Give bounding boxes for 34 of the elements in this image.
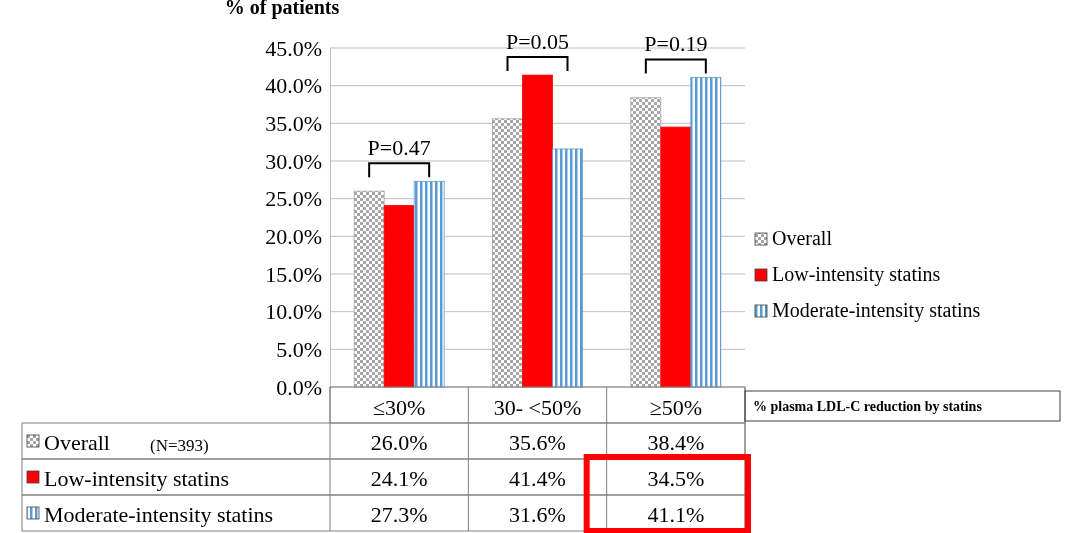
text: Low-intensity statins xyxy=(44,466,230,491)
y-tick-label: 35.0% xyxy=(265,110,322,136)
data-label: 35.6% xyxy=(509,430,566,455)
y-tick-label: 40.0% xyxy=(265,73,322,99)
data-label: 24.1% xyxy=(370,466,428,491)
x-tick-label: ≤30% xyxy=(372,395,426,420)
y-axis-title: % of patients xyxy=(224,0,340,19)
data-label: 31.6% xyxy=(509,502,566,527)
y-tick-label: 10.0% xyxy=(265,299,322,325)
annotation: P=0.05 xyxy=(505,29,570,55)
data-label: 41.1% xyxy=(647,502,705,527)
data-label: 26.0% xyxy=(370,430,428,455)
text: Moderate-intensity statins xyxy=(44,502,274,527)
data-label: 41.4% xyxy=(509,466,566,491)
y-tick-label: 45.0% xyxy=(265,35,322,61)
text: (N=393) xyxy=(150,436,209,455)
y-tick-label: 30.0% xyxy=(265,148,322,174)
legend-label: Overall xyxy=(772,227,833,249)
y-tick-label: 0.0% xyxy=(276,374,322,400)
x-axis-title: % plasma LDL-C reduction by statins xyxy=(753,399,983,414)
legend-label: Moderate-intensity statins xyxy=(772,299,981,322)
y-tick-label: 25.0% xyxy=(265,186,322,212)
y-tick-label: 5.0% xyxy=(276,336,322,362)
y-tick-label: 15.0% xyxy=(265,261,322,287)
annotation: P=0.47 xyxy=(367,135,431,161)
data-label: 27.3% xyxy=(370,502,428,527)
text: Overall xyxy=(44,430,110,455)
x-tick-label: 30- <50% xyxy=(493,395,582,420)
data-label: 38.4% xyxy=(647,430,705,455)
annotation: P=0.19 xyxy=(644,31,708,57)
x-tick-label: ≥50% xyxy=(649,395,703,420)
y-tick-label: 20.0% xyxy=(265,223,322,249)
legend-label: Low-intensity statins xyxy=(772,263,941,286)
data-label: 34.5% xyxy=(647,466,705,491)
